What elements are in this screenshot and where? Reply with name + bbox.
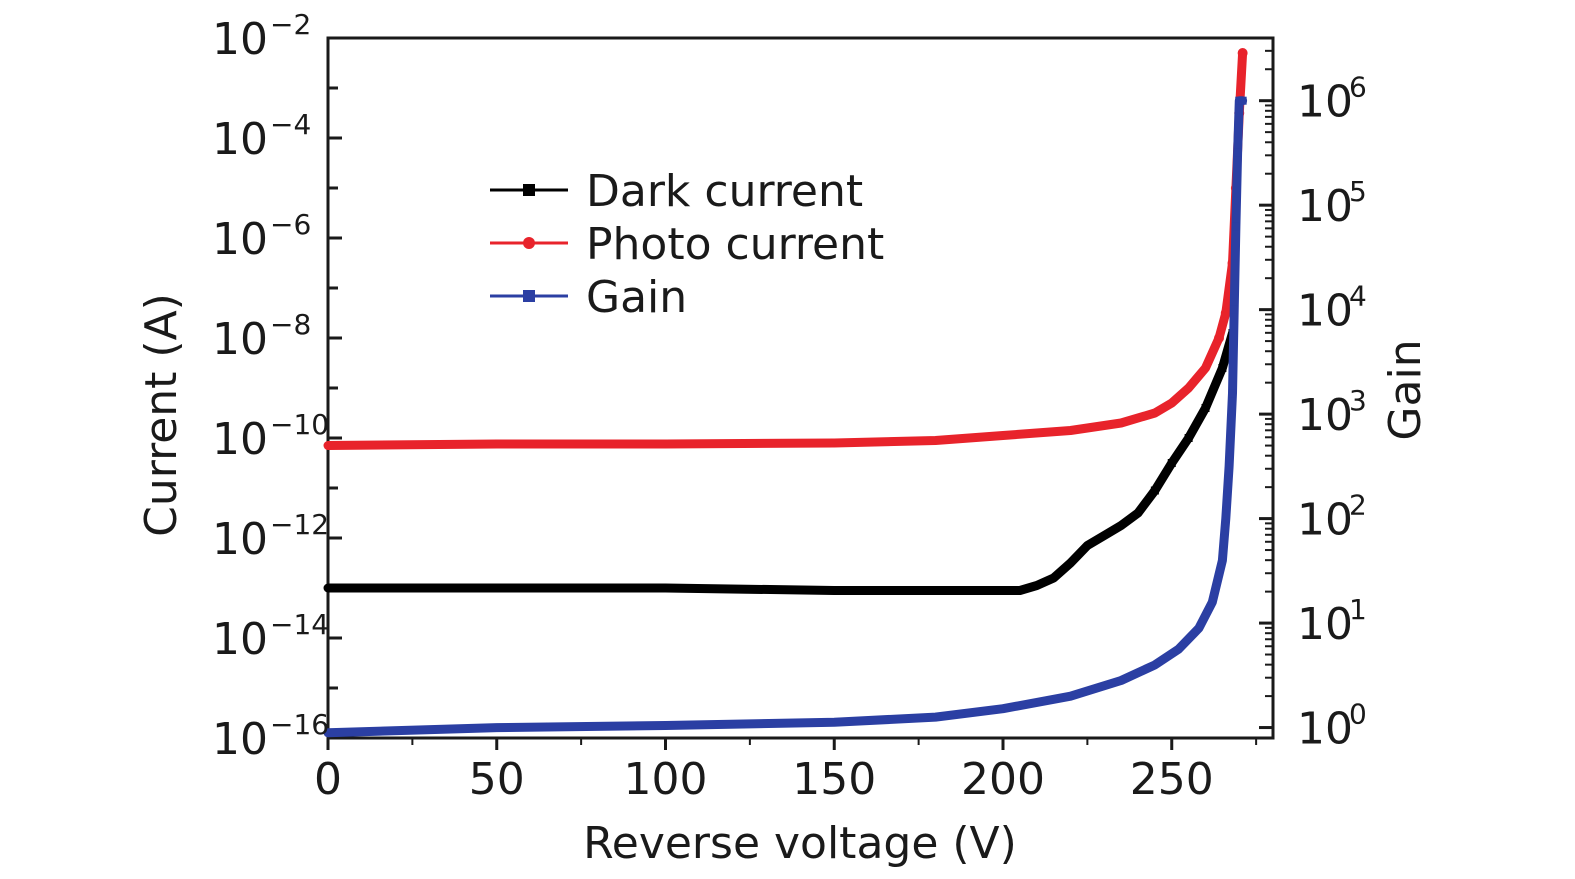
- legend-marker-dark-current: [523, 184, 535, 196]
- legend-label-gain: Gain: [586, 272, 687, 323]
- point-dark-current: [1150, 486, 1159, 495]
- plot-frame: [326, 36, 1275, 740]
- y-tick-label-exponent: −10: [270, 408, 329, 441]
- y-tick-label-exponent: −14: [270, 608, 329, 641]
- x-tick-label: 150: [792, 754, 876, 805]
- y2-axis-title: Gain: [1380, 339, 1431, 440]
- y2-tick-label-exponent: 5: [1349, 175, 1367, 208]
- y-tick-label: 10: [212, 614, 268, 665]
- series-line-gain: [323, 96, 1248, 738]
- point-gain: [1230, 305, 1239, 314]
- legend-label-dark-current: Dark current: [586, 166, 863, 217]
- point-photo-current: [1237, 48, 1248, 58]
- y-tick-label: 10: [212, 114, 268, 165]
- point-dark-current: [1201, 404, 1210, 412]
- point-gain: [1238, 96, 1247, 105]
- y2-tick-label-exponent: 3: [1349, 384, 1367, 417]
- point-gain: [1233, 148, 1242, 157]
- point-photo-current: [1214, 333, 1224, 343]
- ticks-layer: [326, 36, 1273, 750]
- x-tick-label: 200: [961, 754, 1045, 805]
- y-tick-label: 10: [212, 514, 268, 565]
- y2-tick-label-exponent: 4: [1349, 280, 1367, 313]
- y-tick-label-exponent: −4: [270, 108, 311, 141]
- y-tick-label-exponent: −8: [270, 308, 311, 341]
- point-dark-current: [1218, 364, 1227, 372]
- y-tick-label: 10: [212, 214, 268, 265]
- y2-tick-label: 10: [1297, 704, 1353, 755]
- y2-tick-label: 10: [1297, 390, 1353, 441]
- y-tick-label: 10: [212, 414, 268, 465]
- y-tick-label-exponent: −2: [270, 8, 311, 41]
- y2-tick-label: 10: [1297, 495, 1353, 546]
- y-tick-label: 10: [212, 314, 268, 365]
- series-line-dark-current: [323, 328, 1237, 595]
- y2-tick-label-exponent: 0: [1349, 698, 1367, 731]
- x-tick-label: 100: [624, 754, 708, 805]
- point-gain: [1228, 389, 1237, 398]
- x-tick-label: 250: [1130, 754, 1214, 805]
- y2-tick-label-exponent: 1: [1349, 593, 1367, 626]
- point-photo-current: [1220, 308, 1231, 318]
- x-axis-title: Reverse voltage (V): [583, 818, 1017, 869]
- y2-tick-label-exponent: 2: [1349, 489, 1367, 522]
- point-dark-current: [1184, 434, 1193, 442]
- y-tick-label: 10: [212, 14, 268, 65]
- legend-label-photo-current: Photo current: [586, 219, 884, 270]
- point-gain: [1231, 222, 1240, 231]
- x-tick-label: 50: [469, 754, 525, 805]
- y-tick-label-exponent: −12: [270, 508, 329, 541]
- y-tick-label-exponent: −16: [270, 708, 329, 741]
- y2-tick-label: 10: [1297, 181, 1353, 232]
- y-tick-label: 10: [212, 714, 268, 765]
- x-tick-label: 0: [314, 754, 342, 805]
- y-axis-title: Current (A): [136, 293, 187, 537]
- y2-tick-label: 10: [1297, 286, 1353, 337]
- legend-marker-photo-current: [523, 237, 535, 249]
- y2-tick-label: 10: [1297, 77, 1353, 128]
- y-tick-label-exponent: −6: [270, 208, 311, 241]
- point-dark-current: [1167, 459, 1176, 467]
- series-layer: [323, 48, 1248, 738]
- y2-tick-label-exponent: 6: [1349, 71, 1367, 104]
- y2-tick-label: 10: [1297, 599, 1353, 650]
- legend-marker-gain: [523, 290, 535, 302]
